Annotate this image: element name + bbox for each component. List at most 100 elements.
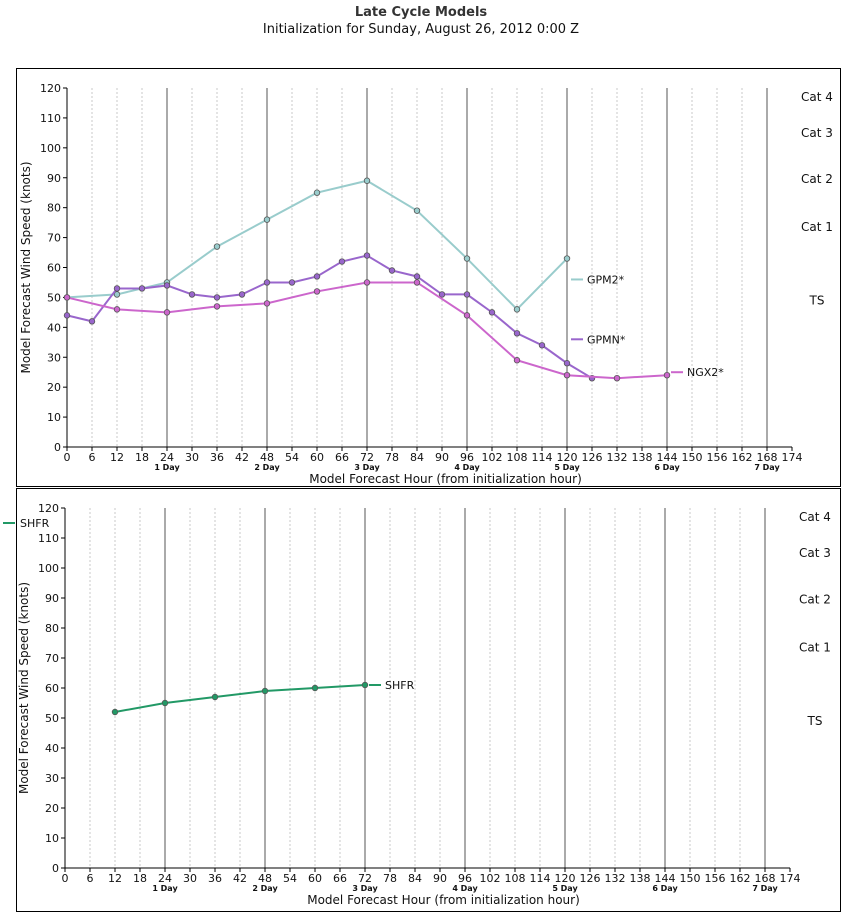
- x-tick-label: 66: [335, 451, 349, 464]
- page-subtitle: Initialization for Sunday, August 26, 20…: [262, 22, 580, 37]
- x-tick-label: 126: [582, 451, 603, 464]
- intensity-category-label: TS: [809, 293, 825, 307]
- y-tick-label: 60: [45, 682, 59, 695]
- data-point: [311, 684, 319, 692]
- data-point: [538, 342, 546, 349]
- day-marker-label: 5 Day: [554, 463, 580, 472]
- x-tick-label: 12: [110, 451, 124, 464]
- data-point: [463, 312, 471, 319]
- data-point: [361, 681, 369, 689]
- x-tick-label: 36: [210, 451, 224, 464]
- y-axis-label: Model Forecast Wind Speed (knots): [17, 582, 31, 794]
- data-point: [161, 699, 169, 707]
- x-tick-label: 144: [655, 872, 676, 885]
- x-tick-label: 78: [383, 872, 397, 885]
- series-label: NGX2*: [687, 366, 724, 379]
- y-axis-label: Model Forecast Wind Speed (knots): [19, 161, 33, 373]
- x-tick-label: 54: [285, 451, 299, 464]
- day-marker-label: 7 Day: [754, 463, 780, 472]
- x-tick-label: 0: [64, 451, 71, 464]
- x-tick-label: 108: [505, 872, 526, 885]
- y-tick-label: 20: [47, 381, 61, 394]
- x-tick-label: 42: [235, 451, 249, 464]
- x-tick-label: 150: [682, 451, 703, 464]
- x-tick-label: 138: [632, 451, 653, 464]
- x-tick-label: 78: [385, 451, 399, 464]
- x-tick-label: 132: [607, 451, 628, 464]
- y-tick-label: 40: [47, 321, 61, 334]
- x-tick-label: 84: [408, 872, 422, 885]
- series-line-gpmn: [66, 254, 593, 380]
- y-tick-label: 0: [52, 862, 59, 875]
- data-point: [313, 273, 321, 280]
- x-tick-label: 30: [185, 451, 199, 464]
- data-point: [111, 708, 119, 716]
- x-tick-label: 90: [433, 872, 447, 885]
- x-tick-label: 48: [260, 451, 274, 464]
- y-tick-label: 50: [45, 712, 59, 725]
- data-point: [613, 374, 621, 382]
- x-tick-label: 114: [532, 451, 553, 464]
- x-tick-label: 108: [507, 451, 528, 464]
- data-point: [88, 318, 96, 325]
- data-point: [513, 357, 521, 364]
- x-tick-label: 174: [782, 451, 803, 464]
- y-tick-label: 10: [47, 411, 61, 424]
- day-marker-label: 2 Day: [254, 463, 280, 472]
- day-marker-label: 4 Day: [452, 884, 478, 893]
- data-point: [513, 306, 521, 313]
- y-tick-label: 50: [47, 291, 61, 304]
- chart-svg-bottom: 0 10 20 30 40 50 60 70 80 90 100 110 120 0 6 12 18 24 30 36…: [3, 502, 831, 907]
- x-tick-label: 6: [87, 872, 94, 885]
- x-tick-label: 96: [458, 872, 472, 885]
- y-tick-label: 90: [47, 172, 61, 185]
- intensity-category-label: Cat 3: [801, 126, 833, 140]
- intensity-category-label: Cat 1: [801, 220, 833, 234]
- x-axis-label: Model Forecast Hour (from initialization…: [307, 893, 580, 907]
- x-tick-label: 0: [62, 872, 69, 885]
- y-tick-label: 110: [40, 112, 61, 125]
- x-tick-label: 168: [757, 451, 778, 464]
- y-tick-label: 110: [38, 532, 59, 545]
- day-marker-label: 6 Day: [654, 463, 680, 472]
- data-point: [163, 309, 171, 316]
- intensity-category-label: Cat 4: [801, 90, 833, 104]
- data-point: [63, 312, 71, 319]
- chart-panel-bottom: 0 10 20 30 40 50 60 70 80 90 100 110 120 0 6 12 18 24 30 36…: [3, 488, 841, 912]
- x-tick-label: 18: [135, 451, 149, 464]
- y-tick-label: 20: [45, 802, 59, 815]
- day-marker-label: 3 Day: [354, 463, 380, 472]
- day-marker-label: 1 Day: [152, 884, 178, 893]
- x-tick-label: 168: [755, 872, 776, 885]
- data-point: [211, 693, 219, 701]
- series-label: GPMN*: [587, 333, 626, 346]
- data-point: [213, 243, 221, 250]
- x-tick-label: 120: [557, 451, 578, 464]
- x-tick-label: 138: [630, 872, 651, 885]
- data-point: [413, 273, 421, 280]
- x-tick-label: 18: [133, 872, 147, 885]
- data-point: [263, 300, 271, 307]
- day-marker-label: 5 Day: [552, 884, 578, 893]
- y-tick-label: 120: [40, 82, 61, 95]
- data-point: [188, 291, 196, 298]
- data-point: [563, 372, 571, 379]
- data-point: [113, 285, 121, 292]
- data-point: [363, 252, 371, 259]
- data-point: [413, 279, 421, 286]
- data-point: [163, 282, 171, 289]
- data-point: [563, 360, 571, 367]
- x-tick-label: 30: [183, 872, 197, 885]
- x-tick-label: 96: [460, 451, 474, 464]
- x-tick-label: 66: [333, 872, 347, 885]
- day-marker-label: 1 Day: [154, 463, 180, 472]
- x-tick-label: 162: [730, 872, 751, 885]
- page-title: Late Cycle Models: [354, 5, 488, 20]
- series-label: SHFR: [385, 679, 415, 692]
- day-marker-label: 3 Day: [352, 884, 378, 893]
- x-tick-label: 102: [482, 451, 503, 464]
- x-tick-label: 24: [158, 872, 172, 885]
- series-line-shfr: [114, 684, 366, 713]
- intensity-category-label: TS: [807, 714, 823, 728]
- day-marker-label: 6 Day: [652, 884, 678, 893]
